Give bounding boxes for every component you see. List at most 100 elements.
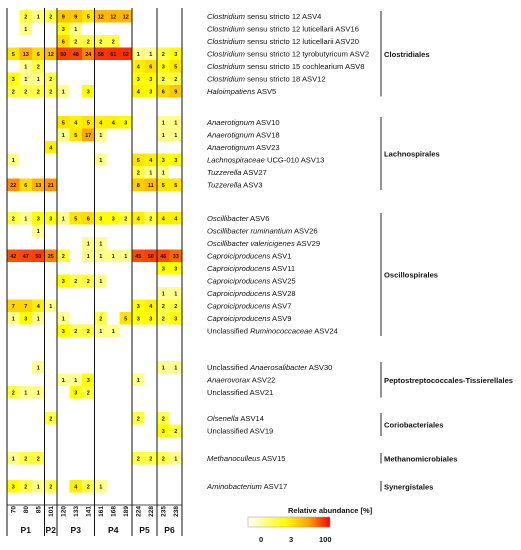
group-label: P1 bbox=[21, 525, 32, 535]
cell-value-label: 4 bbox=[74, 120, 78, 126]
heatmap-cell bbox=[94, 237, 107, 250]
heatmap-cell bbox=[144, 274, 157, 287]
heatmap-cell bbox=[144, 249, 157, 262]
heatmap-cell bbox=[169, 72, 182, 85]
cell-value-label: 42 bbox=[10, 254, 16, 260]
heatmap-cell bbox=[119, 116, 132, 129]
heatmap-cell bbox=[82, 237, 95, 250]
cell-value-label: 2 bbox=[49, 484, 52, 490]
heatmap-cell bbox=[19, 249, 32, 262]
cell-value-label: 2 bbox=[12, 216, 15, 222]
sample-labels: 70 80 85 101 120 133 141 161 168 189 224 228 235 238 bbox=[11, 506, 181, 517]
cell-value-label: 3 bbox=[174, 266, 177, 272]
heatmap-cell bbox=[107, 312, 120, 325]
heatmap-cell bbox=[132, 274, 145, 287]
cell-value-label: 4 bbox=[162, 216, 166, 222]
heatmap-cell bbox=[144, 72, 157, 85]
heatmap-cell bbox=[57, 249, 70, 262]
heatmap-cell bbox=[169, 412, 182, 425]
heatmap-cell bbox=[107, 116, 120, 129]
heatmap-cell bbox=[7, 262, 20, 275]
taxon-label: Clostridium sensu stricto 15 cochlearium… bbox=[207, 62, 364, 71]
heatmap-cell bbox=[169, 424, 182, 437]
heatmap-cell bbox=[44, 178, 57, 191]
sample-label: 168 bbox=[111, 506, 118, 517]
heatmap-cell bbox=[169, 262, 182, 275]
heatmap-cell bbox=[57, 452, 70, 465]
cell-value-label: 4 bbox=[137, 216, 141, 222]
cell-value-label: 1 bbox=[37, 484, 40, 490]
heatmap-cell bbox=[119, 237, 132, 250]
heatmap-cell bbox=[32, 153, 45, 166]
heatmap-cell bbox=[32, 212, 45, 225]
heatmap-cell bbox=[119, 35, 132, 48]
taxon-label: Unclassified ASV21 bbox=[207, 388, 273, 397]
heatmap-cell bbox=[144, 452, 157, 465]
heatmap-cell bbox=[44, 452, 57, 465]
cell-value-label: 2 bbox=[49, 77, 52, 83]
heatmap-cell bbox=[119, 424, 132, 437]
cell-value-label: 12 bbox=[123, 14, 129, 20]
cell-value-label: 1 bbox=[87, 241, 90, 247]
heatmap-cell bbox=[157, 224, 170, 237]
heatmap-cell bbox=[157, 312, 170, 325]
heatmap-cell bbox=[7, 424, 20, 437]
heatmap-cell bbox=[69, 178, 82, 191]
cell-value-label: 5 bbox=[87, 120, 90, 126]
taxon-label: Aminobacterium ASV17 bbox=[206, 482, 287, 491]
heatmap-cell bbox=[32, 116, 45, 129]
cell-value-label: 2 bbox=[87, 279, 90, 285]
heatmap-cell bbox=[119, 224, 132, 237]
cell-value-label: 1 bbox=[149, 52, 152, 58]
heatmap-cell bbox=[57, 35, 70, 48]
heatmap-cell bbox=[44, 224, 57, 237]
heatmap-cell bbox=[132, 85, 145, 98]
heatmap-cell bbox=[57, 178, 70, 191]
taxon-label: Unclassified Anaerosalibacter ASV30 bbox=[207, 363, 332, 372]
sample-label: 228 bbox=[148, 506, 155, 517]
cell-value-label: 1 bbox=[162, 170, 165, 176]
cell-value-label: 1 bbox=[174, 120, 177, 126]
heatmap-cell bbox=[107, 361, 120, 374]
heatmap-cell bbox=[19, 35, 32, 48]
heatmap-cell bbox=[19, 153, 32, 166]
cell-value-label: 2 bbox=[24, 14, 27, 20]
taxon-label: Oscillibacter ruminantium ASV26 bbox=[207, 226, 318, 235]
heatmap-cell bbox=[32, 287, 45, 300]
cell-value-label: 2 bbox=[162, 304, 165, 310]
cell-value-label: 1 bbox=[162, 365, 165, 371]
heatmap-cell bbox=[132, 424, 145, 437]
heatmap-cell bbox=[19, 312, 32, 325]
heatmap-cell bbox=[94, 128, 107, 141]
heatmap-cell bbox=[19, 287, 32, 300]
heatmap-cell bbox=[32, 141, 45, 154]
heatmap-cell bbox=[107, 424, 120, 437]
heatmap-cell bbox=[19, 262, 32, 275]
heatmap-cell bbox=[69, 224, 82, 237]
heatmap-cell bbox=[119, 299, 132, 312]
heatmap-cell bbox=[107, 299, 120, 312]
heatmap-cell bbox=[132, 287, 145, 300]
heatmap-cell bbox=[94, 47, 107, 60]
cell-value-label: 2 bbox=[74, 329, 77, 335]
heatmap-cell bbox=[7, 249, 20, 262]
taxon-label: Clostridium sensu stricto 12 ASV4 bbox=[207, 12, 321, 21]
cell-value-label: 22 bbox=[10, 183, 16, 189]
heatmap-cell bbox=[157, 128, 170, 141]
cell-value-label: 1 bbox=[37, 316, 40, 322]
heatmap-cell bbox=[107, 85, 120, 98]
heatmap-cell bbox=[69, 35, 82, 48]
heatmap-cell bbox=[157, 35, 170, 48]
cell-value-label: 1 bbox=[174, 456, 177, 462]
heatmap-cell bbox=[7, 386, 20, 399]
heatmap-cell bbox=[157, 166, 170, 179]
cell-value-label: 2 bbox=[87, 390, 90, 396]
heatmap-cell bbox=[57, 480, 70, 493]
cell-value-label: 2 bbox=[162, 456, 165, 462]
cell-value-label: 1 bbox=[99, 133, 102, 139]
heatmap-cell bbox=[107, 35, 120, 48]
heatmap-cell bbox=[32, 60, 45, 73]
heatmap-cell bbox=[57, 262, 70, 275]
cell-value-label: 2 bbox=[87, 329, 90, 335]
heatmap-cell bbox=[132, 22, 145, 35]
